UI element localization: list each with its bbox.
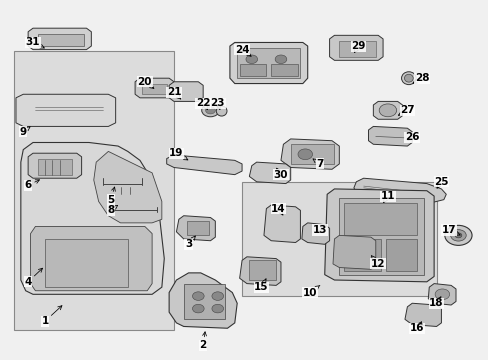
Polygon shape [353, 178, 446, 203]
Ellipse shape [404, 74, 412, 82]
Ellipse shape [401, 72, 415, 85]
Polygon shape [169, 82, 203, 102]
Bar [290, 144, 334, 164]
Text: 25: 25 [433, 177, 448, 188]
Text: 23: 23 [210, 98, 224, 109]
Bar [237, 48, 300, 78]
Text: 5: 5 [107, 187, 115, 204]
Bar [239, 64, 266, 76]
Text: 29: 29 [351, 41, 365, 53]
Polygon shape [28, 28, 91, 50]
Text: 11: 11 [380, 191, 394, 203]
Polygon shape [264, 205, 300, 243]
Circle shape [211, 292, 223, 300]
Polygon shape [427, 284, 455, 305]
Polygon shape [94, 152, 162, 223]
Polygon shape [404, 303, 441, 327]
Text: 18: 18 [428, 297, 443, 308]
Bar [339, 41, 375, 57]
Text: 3: 3 [184, 236, 195, 249]
Polygon shape [30, 226, 152, 291]
Polygon shape [249, 162, 290, 184]
Text: 7: 7 [312, 159, 323, 169]
Bar [183, 284, 224, 319]
Bar [187, 221, 208, 235]
Text: 9: 9 [20, 127, 30, 137]
Bar [38, 33, 84, 46]
Text: 20: 20 [137, 77, 154, 89]
Circle shape [201, 104, 219, 117]
Text: 22: 22 [196, 98, 210, 110]
Polygon shape [324, 189, 433, 282]
Polygon shape [372, 102, 402, 119]
Bar [339, 198, 424, 275]
Text: 16: 16 [409, 322, 424, 333]
Polygon shape [368, 126, 411, 146]
Circle shape [454, 233, 461, 238]
Polygon shape [332, 235, 375, 269]
Text: 31: 31 [26, 37, 44, 48]
Circle shape [205, 107, 215, 114]
Bar [344, 239, 380, 271]
Polygon shape [16, 94, 116, 126]
Text: 26: 26 [404, 132, 419, 142]
Text: 24: 24 [234, 45, 251, 56]
Ellipse shape [216, 106, 226, 116]
Circle shape [192, 304, 203, 313]
Text: 19: 19 [169, 148, 187, 160]
Circle shape [378, 104, 396, 117]
Polygon shape [301, 223, 329, 244]
Text: 8: 8 [107, 205, 118, 215]
Text: 30: 30 [273, 168, 287, 180]
Text: 13: 13 [312, 225, 326, 235]
Text: 6: 6 [24, 180, 40, 190]
Circle shape [450, 230, 465, 241]
Text: 1: 1 [41, 306, 62, 326]
Polygon shape [135, 78, 174, 98]
Circle shape [434, 289, 449, 300]
Text: 15: 15 [254, 279, 268, 292]
Text: 17: 17 [441, 225, 459, 235]
Circle shape [444, 225, 471, 246]
Text: 21: 21 [166, 87, 181, 99]
Bar [45, 239, 127, 287]
Bar [344, 203, 416, 235]
Text: 28: 28 [412, 73, 428, 83]
Bar [142, 84, 166, 94]
Polygon shape [21, 143, 164, 294]
Text: 14: 14 [271, 203, 285, 215]
Bar [249, 260, 276, 280]
Polygon shape [329, 35, 382, 60]
Text: 12: 12 [370, 256, 385, 269]
Polygon shape [229, 42, 307, 84]
Text: 4: 4 [24, 268, 42, 287]
Circle shape [275, 55, 286, 64]
Polygon shape [239, 257, 281, 285]
Circle shape [245, 55, 257, 64]
Circle shape [297, 149, 312, 159]
Polygon shape [28, 153, 81, 178]
Text: 10: 10 [302, 285, 319, 297]
Polygon shape [169, 273, 237, 328]
Bar [38, 158, 72, 175]
Circle shape [192, 292, 203, 300]
Polygon shape [166, 155, 242, 175]
Text: 2: 2 [199, 332, 206, 350]
Polygon shape [281, 139, 339, 169]
Bar [14, 51, 174, 330]
Bar [385, 239, 416, 271]
Polygon shape [176, 216, 215, 241]
Bar [271, 64, 297, 76]
Text: 27: 27 [398, 105, 414, 115]
Bar [242, 182, 436, 296]
Circle shape [211, 304, 223, 313]
